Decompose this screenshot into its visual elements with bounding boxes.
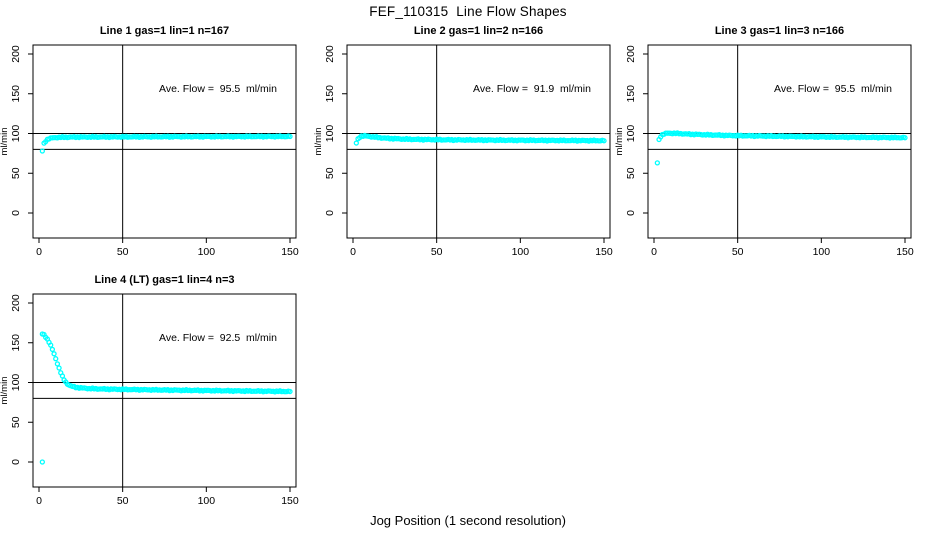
y-tick-label: 200 [324,45,336,63]
ave-flow-annotation: Ave. Flow = 95.5 ml/min [159,83,277,95]
plot-area: 0 50 100 150 0 50 100 150 200 ml/min [0,44,299,258]
y-axis-label: ml/min [314,128,324,156]
x-tick-label: 100 [813,246,831,258]
ave-flow-annotation: Ave. Flow = 95.5 ml/min [774,83,892,95]
subplot-title: Line 2 gas=1 lin=2 n=166 [413,25,544,37]
y-tick-label: 200 [10,45,22,63]
x-axis-label: Jog Position (1 second resolution) [370,513,566,528]
figure-title: FEF_110315 Line Flow Shapes [369,4,567,19]
data-point [48,342,54,348]
data-points [654,130,908,166]
plot-box [346,44,611,239]
y-tick-label: 100 [324,125,336,143]
y-tick-label: 100 [10,125,22,143]
y-tick-label: 150 [324,85,336,103]
y-tick-label: 0 [625,210,637,216]
ave-flow-annotation: Ave. Flow = 92.5 ml/min [159,332,277,344]
subplot-title: Line 4 (LT) gas=1 lin=4 n=3 [94,274,235,286]
data-point [51,351,57,357]
data-point [601,138,607,144]
data-points [39,331,293,465]
data-point [287,388,293,395]
subplot-line-3: Line 3 gas=1 lin=3 n=166 Ave. Flow = 95.… [615,20,927,272]
plot-area: 0 50 100 150 0 50 100 150 200 ml/min [314,44,613,258]
x-tick-label: 100 [198,495,216,507]
plot-box [32,293,297,488]
ave-flow-annotation: Ave. Flow = 91.9 ml/min [473,83,591,95]
data-point [287,133,293,140]
x-tick-label: 50 [117,495,129,507]
x-tick-label: 50 [431,246,443,258]
y-tick-label: 150 [10,85,22,103]
x-tick-label: 100 [512,246,530,258]
data-point [53,356,59,362]
y-tick-label: 100 [10,374,22,392]
x-tick-label: 0 [651,246,657,258]
x-tick-label: 50 [732,246,744,258]
x-tick-label: 0 [350,246,356,258]
data-point [353,140,359,146]
subplot-title: Line 1 gas=1 lin=1 n=167 [99,25,230,37]
plot-area: 0 50 100 150 0 50 100 150 200 ml/min [0,293,299,507]
plot-area: 0 50 100 150 0 50 100 150 200 ml/min [615,44,914,258]
data-point [49,346,56,353]
x-tick-label: 150 [281,495,299,507]
data-point [654,160,660,166]
data-point [902,135,908,141]
subplot-line-4: Line 4 (LT) gas=1 lin=4 n=3 Ave. Flow = … [0,269,312,521]
x-tick-label: 50 [117,246,129,258]
data-point [56,365,62,371]
y-tick-label: 200 [10,294,22,312]
data-point [39,459,45,465]
y-tick-label: 150 [625,85,637,103]
y-tick-label: 150 [10,334,22,352]
y-tick-label: 50 [10,416,22,428]
y-tick-label: 0 [324,210,336,216]
x-tick-label: 150 [896,246,914,258]
y-tick-label: 50 [324,167,336,179]
y-tick-label: 50 [625,167,637,179]
y-axis-label: ml/min [0,377,10,405]
y-tick-label: 50 [10,167,22,179]
x-tick-label: 100 [198,246,216,258]
y-axis-label: ml/min [615,128,625,156]
data-point [39,148,45,154]
subplot-line-2: Line 2 gas=1 lin=2 n=166 Ave. Flow = 91.… [314,20,626,272]
data-points [353,132,607,146]
y-tick-label: 0 [10,210,22,216]
plot-box [32,44,297,239]
data-points [39,133,293,154]
y-tick-label: 0 [10,459,22,465]
x-tick-label: 150 [595,246,613,258]
x-tick-label: 150 [281,246,299,258]
y-axis-label: ml/min [0,128,10,156]
y-tick-label: 100 [625,125,637,143]
subplot-title: Line 3 gas=1 lin=3 n=166 [714,25,845,37]
plot-box [647,44,912,239]
x-tick-label: 0 [36,495,42,507]
x-tick-label: 0 [36,246,42,258]
y-tick-label: 200 [625,45,637,63]
subplot-line-1: Line 1 gas=1 lin=1 n=167 Ave. Flow = 95.… [0,20,312,272]
data-point [54,361,61,367]
